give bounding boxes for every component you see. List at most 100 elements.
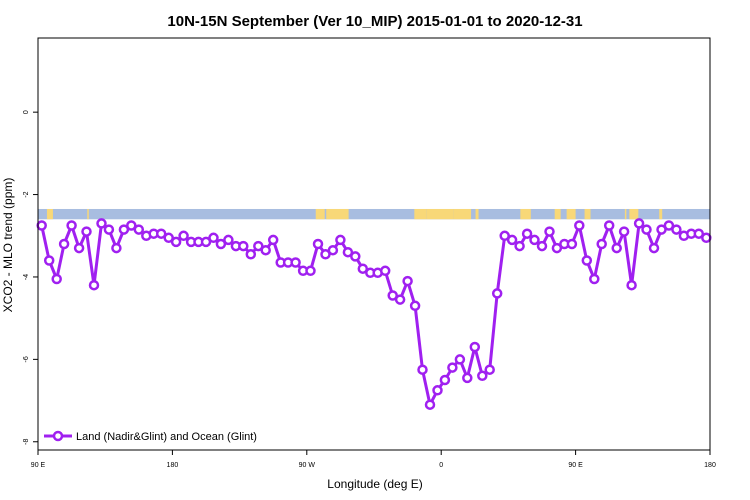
data-point [656, 224, 667, 235]
data-point [581, 255, 593, 266]
data-point [200, 236, 212, 248]
land-band-segment [659, 208, 663, 220]
land-band-segment [46, 208, 53, 220]
land-band-segment [520, 208, 531, 220]
data-point [447, 362, 458, 373]
land-band-segment [584, 208, 591, 220]
legend: Land (Nadir&Glint) and Ocean (Glint) [44, 430, 257, 443]
data-point [387, 290, 398, 301]
data-point [118, 224, 130, 235]
data-point [350, 251, 361, 262]
land-band-segment [453, 208, 472, 220]
chart-title: 10N-15N September (Ver 10_MIP) 2015-01-0… [167, 13, 582, 30]
series-group [36, 218, 712, 410]
series-line [40, 221, 708, 407]
y-axis-label: XCO2 - MLO trend (ppm) [1, 178, 15, 313]
data-point [566, 238, 578, 250]
data-point [379, 265, 391, 277]
data-point [603, 220, 615, 231]
data-point [641, 224, 652, 235]
data-point [253, 240, 264, 252]
ocean-band [38, 208, 710, 220]
x-tick-label: 0 [439, 462, 443, 469]
data-point [544, 226, 555, 237]
x-tick-label: 180 [167, 462, 179, 469]
data-point [126, 220, 137, 231]
plot-frame [37, 37, 711, 451]
x-axis-label: Longitude (deg E) [327, 477, 422, 491]
data-point [81, 226, 92, 237]
land-band-segment [554, 208, 561, 220]
land-ocean-band [38, 208, 710, 220]
data-point [163, 232, 174, 244]
data-point [111, 242, 122, 254]
data-point [432, 385, 443, 396]
x-tick-label: 90 E [31, 462, 46, 469]
data-point [394, 294, 406, 305]
data-point [506, 234, 518, 246]
data-point [499, 230, 510, 242]
data-point [469, 341, 481, 353]
data-point [596, 238, 607, 250]
legend-marker [52, 430, 64, 442]
data-point [36, 220, 47, 231]
data-point [462, 372, 473, 384]
data-point [477, 370, 488, 382]
data-point [305, 265, 316, 277]
data-point [73, 242, 85, 254]
y-tick-label: -8 [23, 439, 30, 445]
land-band-segment [426, 208, 454, 220]
data-point [66, 220, 77, 231]
data-point [529, 234, 540, 246]
axes-group: 90 E 180 90 W 0 90 E 180 0 -2 -4 -6 -8 [23, 37, 716, 469]
x-tick-label: 90 W [299, 462, 316, 469]
land-band-segment [87, 208, 89, 220]
data-point [648, 242, 660, 254]
data-point [671, 224, 682, 235]
data-point [409, 300, 421, 312]
data-point [454, 354, 466, 365]
data-point [58, 238, 70, 250]
land-band-segment [624, 208, 627, 220]
x-tick-label: 180 [704, 462, 716, 469]
data-point [290, 257, 301, 268]
data-point [574, 220, 585, 231]
data-point [96, 218, 107, 229]
data-point [357, 263, 369, 274]
data-point [312, 238, 324, 250]
legend-label: Land (Nadir&Glint) and Ocean (Glint) [76, 431, 257, 443]
data-point [260, 244, 271, 256]
data-point [43, 255, 55, 266]
data-point [611, 242, 622, 254]
data-point [514, 240, 525, 252]
data-point [170, 236, 182, 248]
data-point [402, 275, 413, 287]
land-band-segment [475, 208, 479, 220]
x-tick-label: 90 E [568, 462, 583, 469]
land-band-segment [566, 208, 576, 220]
data-point [491, 288, 503, 299]
data-point [626, 279, 637, 291]
data-point [208, 232, 219, 244]
land-band-segment [315, 208, 325, 220]
data-point [417, 364, 428, 375]
land-band-segment [414, 208, 427, 220]
data-point [320, 249, 331, 260]
data-point [551, 242, 563, 254]
data-point [133, 224, 145, 235]
data-point [589, 273, 600, 285]
data-point [618, 226, 630, 237]
data-point [701, 232, 712, 244]
data-point [663, 220, 675, 231]
data-point [633, 218, 645, 229]
data-point [155, 228, 167, 239]
data-point [245, 249, 257, 260]
data-point [424, 399, 436, 410]
land-band-segment [326, 208, 349, 220]
data-point [693, 228, 705, 239]
data-point [335, 234, 346, 246]
data-point [342, 246, 354, 258]
data-point [484, 364, 495, 375]
data-point [223, 234, 234, 246]
